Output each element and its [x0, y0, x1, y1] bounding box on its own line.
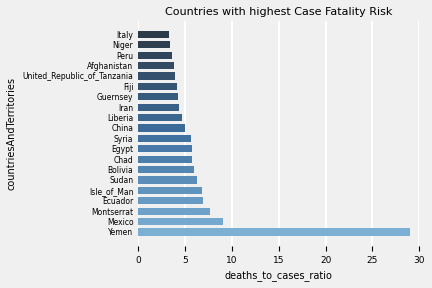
Bar: [138, 124, 185, 132]
Bar: [138, 187, 202, 194]
Bar: [138, 208, 210, 215]
Bar: [138, 83, 177, 90]
Bar: [138, 93, 178, 101]
Bar: [138, 176, 197, 184]
X-axis label: deaths_to_cases_ratio: deaths_to_cases_ratio: [225, 270, 333, 281]
Bar: [138, 52, 172, 59]
Y-axis label: countriesAndTerritories: countriesAndTerritories: [7, 77, 17, 190]
Bar: [138, 62, 174, 69]
Bar: [138, 145, 192, 152]
Bar: [138, 197, 203, 204]
Bar: [138, 114, 182, 121]
Bar: [138, 218, 222, 225]
Bar: [138, 135, 191, 142]
Bar: [138, 31, 169, 38]
Bar: [138, 72, 175, 79]
Bar: [138, 166, 194, 173]
Bar: [138, 41, 170, 48]
Title: Countries with highest Case Fatality Risk: Countries with highest Case Fatality Ris…: [165, 7, 392, 17]
Bar: [138, 228, 410, 236]
Bar: [138, 104, 179, 111]
Bar: [138, 156, 192, 163]
